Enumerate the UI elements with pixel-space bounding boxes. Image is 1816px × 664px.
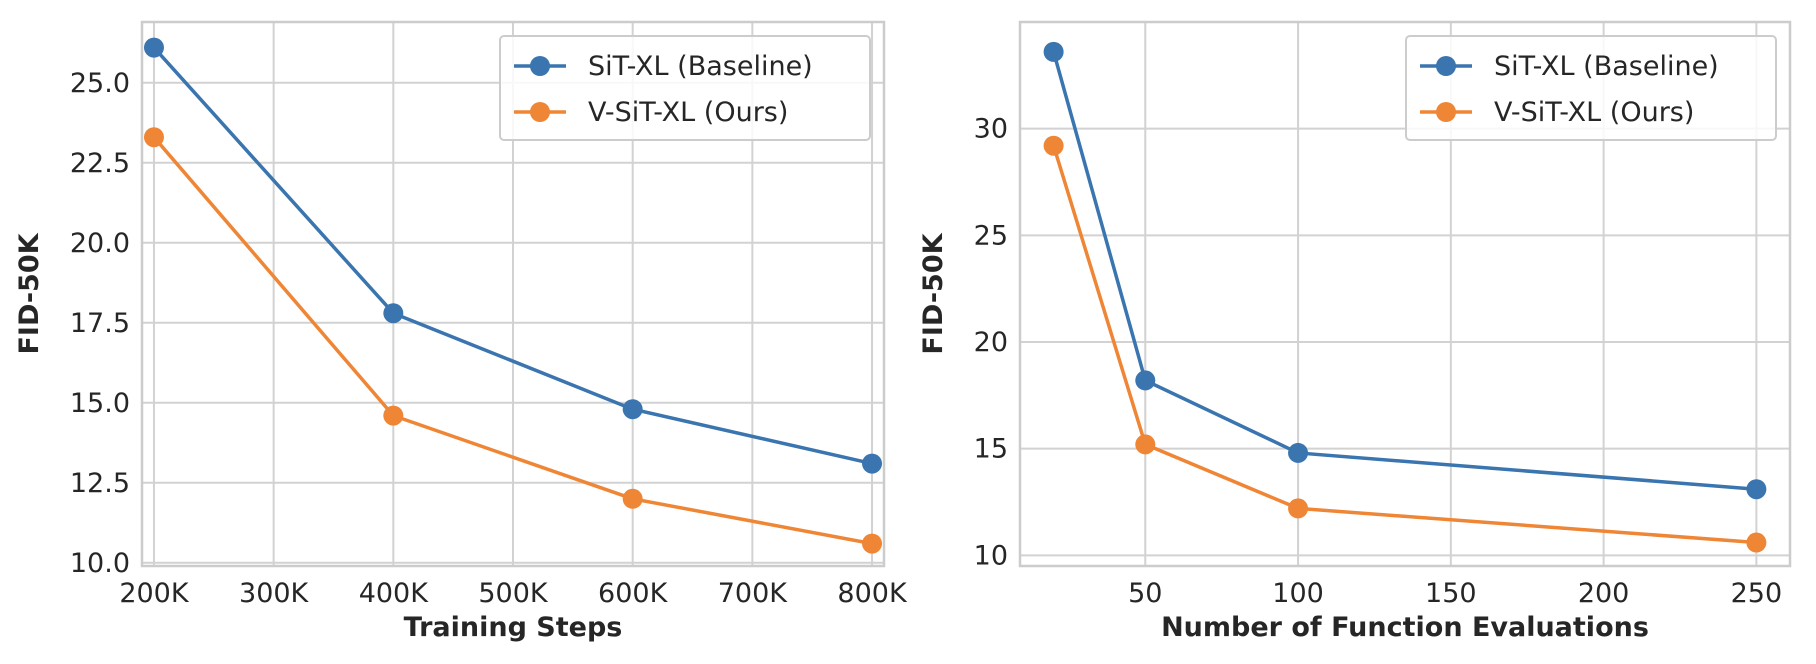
data-point-baseline xyxy=(1288,442,1309,463)
legend-label-ours: V-SiT-XL (Ours) xyxy=(1494,97,1694,128)
data-point-baseline xyxy=(1135,370,1156,391)
data-point-baseline xyxy=(862,453,883,474)
data-point-baseline xyxy=(383,303,404,324)
legend-box xyxy=(1405,35,1777,141)
x-tick-label: 200K xyxy=(119,578,190,609)
data-point-baseline xyxy=(1043,41,1064,62)
chart-panel-function-evaluations: 50 100 150 200 250 10 15 20 25 30 Number of Functi… xyxy=(918,20,1792,643)
legend-label-ours: V-SiT-XL (Ours) xyxy=(588,97,788,128)
data-point-ours xyxy=(1043,135,1064,156)
x-tick-label: 500K xyxy=(478,578,549,609)
y-tick-label: 15.0 xyxy=(70,388,130,419)
data-point-ours xyxy=(1135,434,1156,455)
data-point-ours xyxy=(1746,532,1767,553)
y-tick-label: 22.5 xyxy=(70,148,130,179)
y-tick-label: 12.5 xyxy=(70,468,130,499)
plot-frame xyxy=(1018,20,1792,568)
series-line-baseline xyxy=(1051,51,1757,491)
series-line-ours xyxy=(1051,145,1757,545)
y-tick-label: 20.0 xyxy=(70,228,130,259)
data-point-ours xyxy=(622,488,643,509)
legend-label-baseline: SiT-XL (Baseline) xyxy=(1494,51,1719,82)
x-tick-label: 600K xyxy=(598,578,669,609)
data-point-baseline xyxy=(1746,479,1767,500)
y-tick-label: 10.0 xyxy=(70,548,130,579)
legend-marker-ours xyxy=(1436,102,1456,122)
x-tick-label: 250 xyxy=(1731,578,1783,609)
data-point-ours xyxy=(143,127,164,148)
legend-marker-ours xyxy=(530,102,550,122)
series-line-baseline xyxy=(152,46,873,466)
legend-marker-baseline xyxy=(530,56,550,76)
x-tick-label: 200 xyxy=(1578,578,1630,609)
data-point-baseline xyxy=(143,37,164,58)
legend-box xyxy=(499,35,871,141)
x-tick-label: 300K xyxy=(239,578,310,609)
chart-panel-training-steps: 200K 300K 400K 500K 600K 700K 800K 10.0 12.5 15.0… xyxy=(14,20,908,643)
legend-marker-baseline xyxy=(1436,56,1456,76)
legend: SiT-XL (Baseline) V-SiT-XL (Ours) xyxy=(499,35,871,141)
x-tick-label: 800K xyxy=(837,578,908,609)
y-axis-label: FID-50K xyxy=(14,232,45,354)
x-tick-label: 400K xyxy=(359,578,430,609)
y-tick-label: 17.5 xyxy=(70,308,130,339)
y-tick-label: 25.0 xyxy=(70,68,130,99)
x-tick-label: 100 xyxy=(1272,578,1324,609)
y-tick-label: 25 xyxy=(974,220,1008,251)
series-line-ours xyxy=(152,136,873,546)
y-tick-label: 10 xyxy=(974,540,1008,571)
plot-frame xyxy=(140,20,886,568)
x-axis-label: Training Steps xyxy=(404,612,623,643)
legend: SiT-XL (Baseline) V-SiT-XL (Ours) xyxy=(1405,35,1777,141)
x-tick-label: 700K xyxy=(718,578,789,609)
x-axis-label: Number of Function Evaluations xyxy=(1161,612,1649,643)
y-tick-label: 30 xyxy=(974,114,1008,145)
y-axis-label: FID-50K xyxy=(918,232,949,354)
legend-label-baseline: SiT-XL (Baseline) xyxy=(588,51,813,82)
data-point-ours xyxy=(383,405,404,426)
y-tick-label: 20 xyxy=(974,327,1008,358)
x-tick-label: 150 xyxy=(1425,578,1477,609)
x-tick-label: 50 xyxy=(1128,578,1162,609)
data-point-ours xyxy=(862,533,883,554)
data-point-baseline xyxy=(622,399,643,420)
data-point-ours xyxy=(1288,498,1309,519)
y-tick-label: 15 xyxy=(974,434,1008,465)
